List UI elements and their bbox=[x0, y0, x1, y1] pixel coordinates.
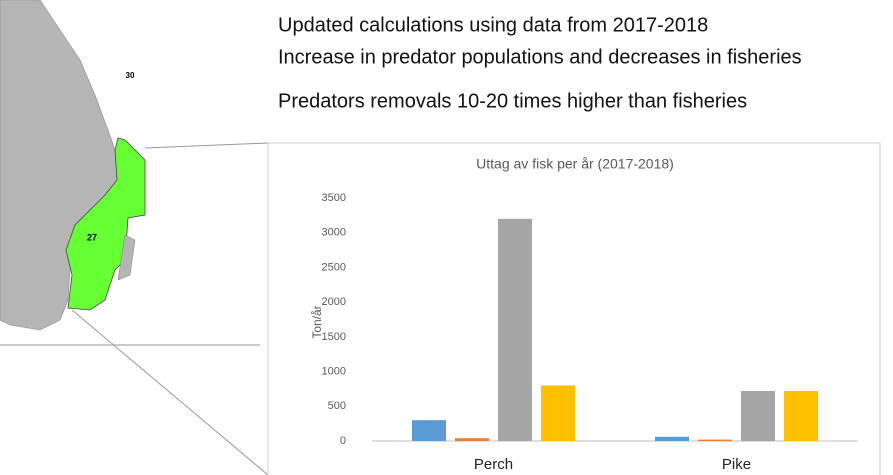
bar bbox=[455, 438, 489, 441]
y-tick-label: 0 bbox=[340, 435, 346, 447]
slide: 30 27 Updated calculations using data fr… bbox=[0, 0, 893, 475]
bar bbox=[541, 385, 575, 441]
bar bbox=[698, 440, 732, 441]
y-tick-label: 2500 bbox=[322, 261, 346, 273]
bar bbox=[784, 391, 818, 441]
x-tick-label: Perch bbox=[474, 456, 513, 473]
headline: Updated calculations using data from 201… bbox=[278, 14, 708, 36]
y-tick-label: 3000 bbox=[322, 227, 346, 239]
y-tick-label: 2000 bbox=[322, 296, 346, 308]
y-tick-label: 500 bbox=[328, 400, 346, 412]
y-tick-label: 1000 bbox=[322, 365, 346, 377]
map: 30 27 bbox=[0, 0, 268, 475]
headline: Predators removals 10-20 times higher th… bbox=[278, 90, 747, 112]
bar bbox=[498, 219, 532, 441]
bar bbox=[412, 420, 446, 441]
headline: Increase in predator populations and dec… bbox=[278, 46, 802, 68]
y-tick-label: 3500 bbox=[322, 192, 346, 204]
y-tick-label: 1500 bbox=[322, 331, 346, 343]
bar bbox=[741, 391, 775, 441]
map-label: 27 bbox=[87, 232, 97, 242]
bar bbox=[655, 437, 689, 441]
chart-title: Uttag av fisk per år (2017-2018) bbox=[476, 156, 674, 172]
map-label: 30 bbox=[126, 71, 135, 80]
x-tick-label: Pike bbox=[722, 456, 751, 473]
